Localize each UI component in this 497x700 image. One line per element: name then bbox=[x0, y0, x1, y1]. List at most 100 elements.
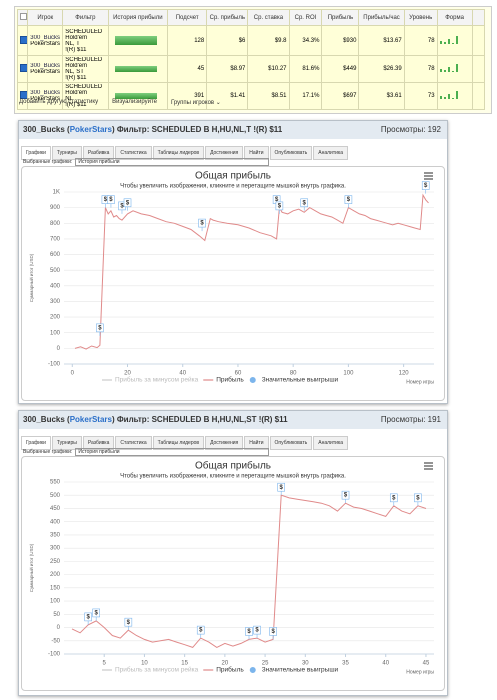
player-row: 300_Bucks PokerStars SCHEDULED Hold'em NL, S… bbox=[16, 55, 486, 83]
x-axis-label: Номер игры bbox=[406, 379, 434, 385]
checkbox[interactable] bbox=[20, 35, 27, 44]
column-header[interactable]: История прибыли bbox=[107, 9, 169, 26]
form-cell bbox=[436, 82, 473, 110]
checkbox-cell[interactable] bbox=[16, 9, 29, 26]
significant-win-marker[interactable]: $ bbox=[300, 198, 309, 211]
remove-cell[interactable] bbox=[471, 25, 486, 56]
tab[interactable]: Достижения bbox=[205, 436, 244, 450]
tab[interactable]: Статистика bbox=[115, 436, 152, 450]
tab[interactable]: Найти bbox=[244, 436, 269, 450]
y-tick-label: 500 bbox=[50, 493, 61, 499]
column-header[interactable]: Игрок bbox=[27, 9, 64, 26]
checkbox[interactable] bbox=[20, 64, 27, 72]
significant-win-marker[interactable]: $ bbox=[414, 493, 422, 506]
stat-cell: $697 bbox=[321, 82, 360, 110]
legend-symbol bbox=[249, 377, 256, 383]
tab[interactable]: Таблицы лидеров bbox=[152, 436, 205, 450]
form-bar bbox=[447, 94, 450, 99]
filter-line: !(R) $11 bbox=[65, 75, 87, 81]
tab-bar: Графики Турниры Разбивка Статистика Таблицы … bbox=[21, 431, 447, 450]
significant-win-marker[interactable]: $ bbox=[269, 627, 277, 640]
significant-win-marker[interactable]: $ bbox=[92, 608, 100, 621]
column-header[interactable]: Ср. прибыль bbox=[206, 9, 249, 26]
form-bar bbox=[455, 64, 458, 72]
column-header[interactable]: Прибыль/час bbox=[358, 9, 405, 26]
tab[interactable]: Турниры bbox=[51, 436, 82, 450]
x-tick-label: 100 bbox=[343, 371, 354, 377]
significant-win-marker[interactable]: $ bbox=[341, 490, 350, 504]
significant-win-marker[interactable]: $ bbox=[253, 625, 261, 639]
chart-select[interactable]: История прибыли bbox=[75, 448, 270, 456]
tab[interactable]: Аналитика bbox=[313, 436, 348, 450]
tab[interactable]: Опубликовать bbox=[269, 436, 313, 450]
player-name[interactable]: 300_Bucks bbox=[30, 63, 60, 69]
column-header[interactable]: Форма bbox=[436, 9, 473, 26]
marker-flag bbox=[277, 482, 285, 492]
form-bar bbox=[455, 91, 458, 99]
column-header[interactable]: Ср. ставка bbox=[247, 9, 290, 26]
remove-cell[interactable] bbox=[471, 55, 486, 83]
filter-line: !(R) $11 bbox=[65, 46, 87, 53]
significant-win-marker[interactable]: $ bbox=[196, 625, 205, 639]
legend-item[interactable]: Прибыль за минусом рейка bbox=[115, 376, 199, 384]
y-tick-label: 0 bbox=[57, 625, 61, 631]
tab[interactable]: Достижения bbox=[205, 146, 244, 160]
player-row: 300_Bucks PokerStars SCHEDULED Hold'em NL !(R… bbox=[16, 82, 486, 110]
significant-win-marker[interactable]: $ bbox=[124, 617, 133, 631]
significant-win-marker[interactable]: $ bbox=[96, 323, 104, 336]
significant-win-marker[interactable]: $ bbox=[198, 218, 206, 232]
significant-win-marker[interactable]: $ bbox=[84, 612, 92, 625]
player-name[interactable]: 300_Bucks bbox=[30, 90, 60, 96]
significant-win-marker[interactable]: $ bbox=[389, 493, 398, 506]
legend-item[interactable]: Значительные выигрыши bbox=[262, 667, 339, 674]
legend-item[interactable]: Прибыль за минусом рейка bbox=[115, 666, 199, 674]
y-tick-label: 500 bbox=[50, 268, 61, 274]
significant-win-marker[interactable]: $ bbox=[275, 201, 284, 214]
stat-cell: 128 bbox=[167, 25, 208, 56]
y-axis-label: Суммарный итог (USD) bbox=[28, 253, 34, 302]
significant-win-marker[interactable]: $ bbox=[421, 181, 430, 194]
column-header[interactable]: Подсчет bbox=[167, 9, 208, 26]
column-header[interactable]: Прибыль bbox=[321, 9, 360, 26]
legend-item[interactable]: Прибыль bbox=[216, 666, 244, 674]
marker-label: $ bbox=[278, 203, 282, 209]
footer-link[interactable]: Визуализируйте bbox=[112, 99, 157, 105]
footer-link[interactable]: Группы игроков ⌄ bbox=[171, 100, 221, 106]
stats-table: Игрок Фильтр История прибыли Подсчет Ср. при… bbox=[16, 9, 486, 110]
significant-win-marker[interactable]: $ bbox=[123, 198, 132, 211]
filter-cell: SCHEDULED Hold'em NL, ST !(R) $11 bbox=[62, 55, 109, 83]
tab[interactable]: Графики bbox=[21, 146, 51, 160]
marker-label: $ bbox=[275, 197, 279, 203]
tab[interactable]: Турниры bbox=[51, 146, 82, 160]
tab[interactable]: Графики bbox=[21, 436, 51, 450]
tab[interactable]: Найти bbox=[244, 146, 269, 160]
remove-cell[interactable] bbox=[471, 82, 486, 110]
significant-win-marker[interactable]: $ bbox=[107, 195, 115, 208]
column-header[interactable]: Уровень bbox=[403, 9, 438, 26]
column-header[interactable]: Ср. ROI bbox=[288, 9, 323, 26]
legend-item[interactable]: Прибыль bbox=[216, 376, 244, 384]
checkbox[interactable] bbox=[20, 91, 27, 99]
significant-win-marker[interactable]: $ bbox=[277, 482, 285, 496]
stat-cell: $10.27 bbox=[247, 55, 290, 83]
significant-win-marker[interactable]: $ bbox=[344, 195, 353, 208]
stat-cell: $8.51 bbox=[247, 82, 290, 110]
site-name: PokerStars bbox=[30, 96, 60, 102]
legend-item[interactable]: Значительные выигрыши bbox=[262, 377, 339, 384]
column-header[interactable]: Фильтр bbox=[62, 9, 109, 26]
tab[interactable]: Разбивка bbox=[82, 436, 115, 450]
footer-link[interactable]: Добавить другую статистику bbox=[19, 99, 99, 105]
tab[interactable]: Разбивка bbox=[82, 146, 115, 160]
form-bar bbox=[451, 98, 454, 99]
marker-label: $ bbox=[255, 628, 259, 634]
player-name[interactable]: 300_Bucks bbox=[30, 34, 60, 41]
tab[interactable]: Опубликовать bbox=[269, 146, 313, 160]
tab[interactable]: Аналитика bbox=[313, 146, 348, 160]
significant-win-marker[interactable]: $ bbox=[245, 627, 253, 640]
chart-select[interactable]: История прибыли bbox=[75, 158, 270, 166]
checkbox-cell bbox=[16, 82, 29, 110]
tab[interactable]: Таблицы лидеров bbox=[152, 146, 205, 160]
tab[interactable]: Статистика bbox=[115, 146, 152, 160]
filter-cell: SCHEDULED Hold'em NL !(R) $11 bbox=[62, 82, 109, 110]
